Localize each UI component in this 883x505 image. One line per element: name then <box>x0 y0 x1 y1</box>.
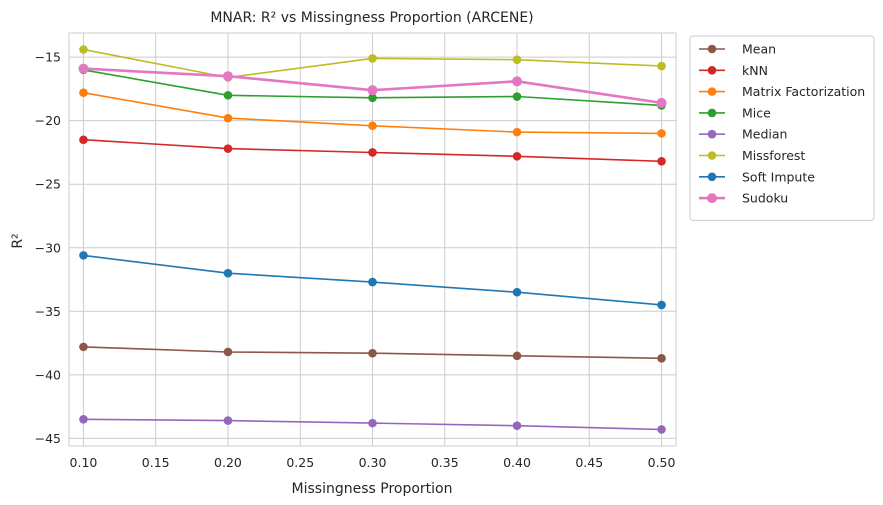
legend-swatch-marker <box>707 108 717 118</box>
data-point-sudoku <box>78 63 89 74</box>
data-point-mean <box>79 342 88 352</box>
legend-label: Median <box>742 127 787 142</box>
legend-swatch-marker <box>707 129 717 139</box>
series-knn <box>79 135 666 166</box>
data-point-sudoku <box>656 97 667 108</box>
plot-area <box>68 32 677 447</box>
legend-item-median: Median <box>699 127 787 142</box>
x-tick-label: 0.50 <box>648 455 676 470</box>
legend-label: Matrix Factorization <box>742 84 865 99</box>
x-tick-label: 0.35 <box>431 455 459 470</box>
x-tick-label: 0.20 <box>214 455 242 470</box>
x-tick-label: 0.40 <box>503 455 531 470</box>
legend-item-knn: kNN <box>699 63 768 78</box>
legend-label: Mean <box>742 42 776 57</box>
data-point-knn <box>512 151 522 161</box>
y-axis: −45 −40 −35 −30 −25 −20 −15 <box>35 50 61 446</box>
data-point-mean <box>512 351 522 361</box>
series-layer <box>78 45 667 434</box>
legend-swatch-marker <box>707 151 717 160</box>
x-axis: 0.10 0.15 0.20 0.25 0.30 0.35 0.40 0.45 0.50 <box>70 455 676 470</box>
y-tick-label: −35 <box>35 304 61 319</box>
data-point-mice <box>368 93 377 103</box>
data-point-median <box>368 418 377 428</box>
data-point-median <box>657 425 666 434</box>
legend-swatch-marker <box>707 66 717 75</box>
series-median <box>79 415 666 434</box>
legend-swatch-marker <box>707 193 717 204</box>
x-tick-label: 0.15 <box>142 455 170 470</box>
data-point-knn <box>368 148 377 157</box>
data-point-missforest <box>79 45 88 54</box>
y-tick-label: −20 <box>35 113 61 128</box>
data-point-soft-impute <box>657 300 666 310</box>
chart-title: MNAR: R² vs Missingness Proportion (ARCE… <box>210 10 533 26</box>
legend-label: Mice <box>742 105 771 120</box>
series-sudoku <box>78 63 667 108</box>
legend-swatch-marker <box>707 172 717 182</box>
data-point-sudoku <box>222 71 233 82</box>
y-tick-label: −45 <box>35 431 61 446</box>
data-point-median <box>512 421 522 430</box>
y-tick-label: −25 <box>35 177 61 192</box>
data-point-missforest <box>512 55 522 64</box>
x-tick-label: 0.10 <box>70 455 98 470</box>
legend-item-sudoku: Sudoku <box>699 191 788 206</box>
data-point-matrix-factorization <box>368 121 377 131</box>
data-point-sudoku <box>512 76 523 87</box>
legend-label: kNN <box>742 63 768 78</box>
data-point-missforest <box>368 54 377 63</box>
data-point-soft-impute <box>368 277 377 287</box>
series-soft-impute <box>79 251 666 310</box>
legend-label: Soft Impute <box>742 169 815 184</box>
data-point-median <box>79 415 88 424</box>
data-point-soft-impute <box>512 287 522 297</box>
y-axis-label: R² <box>10 233 26 248</box>
legend-swatch-marker <box>707 87 717 96</box>
data-point-mean <box>368 348 377 358</box>
y-tick-label: −15 <box>35 50 61 65</box>
data-point-sudoku <box>367 85 378 96</box>
legend: Mean kNN Matrix Factorization Mice Median Mis… <box>689 35 875 221</box>
legend-item-mice: Mice <box>699 105 771 120</box>
y-tick-label: −30 <box>35 240 61 255</box>
data-point-missforest <box>657 61 666 71</box>
data-point-mice <box>223 90 233 100</box>
legend-item-matrix-factorization: Matrix Factorization <box>699 84 865 99</box>
series-matrix-factorization <box>79 88 666 138</box>
data-point-mean <box>657 354 666 363</box>
data-point-median <box>223 416 233 425</box>
data-point-knn <box>223 144 233 153</box>
data-point-matrix-factorization <box>657 129 666 138</box>
data-point-matrix-factorization <box>223 113 233 123</box>
data-point-soft-impute <box>223 268 233 278</box>
legend-label: Sudoku <box>742 191 788 206</box>
y-tick-label: −40 <box>35 367 61 382</box>
grid <box>69 33 676 446</box>
data-point-mice <box>512 92 522 101</box>
data-point-soft-impute <box>79 251 88 260</box>
legend-frame <box>689 35 875 221</box>
series-mean <box>79 342 666 363</box>
x-axis-label: Missingness Proportion <box>292 481 453 497</box>
x-tick-label: 0.45 <box>575 455 603 470</box>
x-tick-label: 0.30 <box>359 455 387 470</box>
data-point-knn <box>79 135 88 145</box>
legend-label: Missforest <box>742 148 805 163</box>
legend-item-mean: Mean <box>699 42 776 57</box>
x-tick-label: 0.25 <box>286 455 314 470</box>
legend-swatch-marker <box>707 44 717 54</box>
legend-item-missforest: Missforest <box>699 148 805 163</box>
data-point-mean <box>223 347 233 357</box>
data-point-knn <box>657 157 666 166</box>
legend-item-soft-impute: Soft Impute <box>699 169 815 184</box>
data-point-matrix-factorization <box>512 127 522 137</box>
data-point-matrix-factorization <box>79 88 88 98</box>
